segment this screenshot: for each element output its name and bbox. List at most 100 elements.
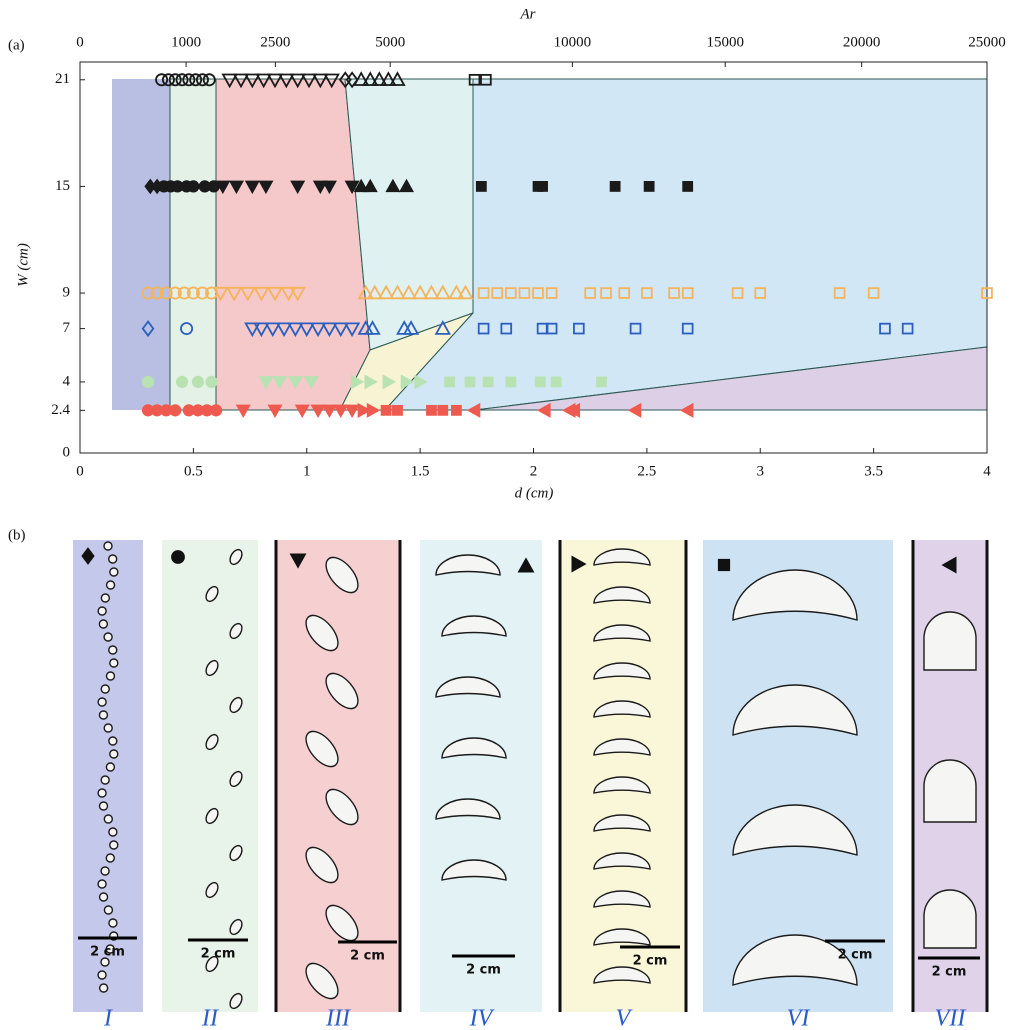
marker [280, 286, 297, 302]
marker [545, 322, 558, 335]
region-iii [215, 78, 371, 411]
marker [215, 180, 231, 195]
bubble [305, 614, 339, 652]
marker [400, 374, 415, 390]
marker [289, 286, 306, 302]
bubble [229, 696, 243, 714]
marker [731, 287, 744, 299]
marker [532, 287, 544, 299]
marker [941, 556, 957, 574]
bubble [98, 710, 109, 720]
y-tick-label: 0 [63, 444, 71, 460]
bubble [97, 788, 107, 798]
bubble [923, 889, 977, 949]
marker [168, 73, 182, 87]
marker [258, 376, 274, 390]
marker [186, 286, 200, 300]
bubble [593, 700, 651, 718]
marker [389, 284, 406, 300]
column-bg [73, 540, 143, 1012]
bubble [98, 892, 109, 902]
bubble [435, 798, 501, 820]
regime-numeral: II [201, 1006, 219, 1030]
bubble [593, 738, 651, 756]
regime-numeral: IV [469, 1006, 495, 1030]
marker [571, 555, 587, 573]
marker [643, 181, 655, 192]
bubble [109, 749, 119, 759]
marker [275, 322, 293, 338]
marker [244, 180, 260, 195]
marker [264, 322, 281, 338]
bubble [593, 662, 651, 680]
bubble [229, 548, 243, 566]
bubble [229, 844, 243, 862]
marker [537, 402, 551, 418]
marker [584, 287, 596, 299]
marker [364, 320, 381, 335]
bubble [305, 962, 339, 1000]
marker [681, 287, 694, 299]
marker [278, 73, 295, 89]
marker [177, 286, 191, 300]
bubble [435, 554, 501, 576]
marker [377, 284, 395, 300]
top-tick-label: 20000 [843, 34, 881, 50]
bubble [441, 615, 507, 637]
bubble [103, 632, 113, 642]
marker [371, 71, 388, 86]
bubble [108, 827, 118, 837]
bubble [593, 776, 651, 794]
marker [150, 286, 164, 300]
scale-bar-label: 2 cm [201, 947, 236, 962]
marker [191, 375, 205, 389]
marker [290, 180, 306, 195]
bubble [108, 918, 118, 928]
x-tick-label: 0 [76, 463, 84, 479]
marker [266, 73, 284, 89]
marker [226, 286, 243, 302]
x-tick-label: 3 [757, 463, 765, 479]
marker [81, 547, 95, 565]
bubble [441, 859, 507, 881]
marker [333, 404, 349, 419]
marker [618, 287, 630, 299]
marker [255, 73, 272, 89]
bubble [593, 966, 651, 984]
marker [309, 322, 327, 338]
bubble [100, 684, 110, 694]
bubble [593, 852, 651, 870]
marker [500, 322, 513, 335]
bubble [593, 586, 651, 604]
marker [480, 73, 492, 86]
marker [366, 284, 383, 300]
bubble [325, 904, 359, 942]
bubble [732, 684, 858, 736]
marker [321, 322, 338, 338]
marker [352, 71, 370, 86]
marker [212, 286, 229, 302]
bubble [305, 846, 339, 884]
marker [141, 320, 155, 338]
bubble [109, 567, 119, 577]
bubble [325, 788, 359, 826]
marker [668, 287, 680, 299]
top-tick-label: 2500 [260, 34, 290, 50]
marker [161, 73, 175, 87]
marker [289, 73, 306, 89]
marker [482, 376, 494, 388]
marker [321, 180, 337, 195]
bubble [98, 983, 109, 993]
panel-b: 2 cm I 2 cm II 2 cm III 2 cm IV 2 cm V 2 cm VI 2 cm V… [73, 540, 989, 1030]
bubble [108, 645, 118, 655]
marker [366, 402, 381, 418]
bubble [229, 622, 243, 640]
marker [182, 73, 196, 87]
bubble [97, 697, 107, 707]
scale-bar-label: 2 cm [838, 948, 873, 963]
marker [267, 404, 283, 419]
marker [357, 284, 374, 300]
bubble [435, 676, 501, 698]
marker [155, 73, 169, 87]
